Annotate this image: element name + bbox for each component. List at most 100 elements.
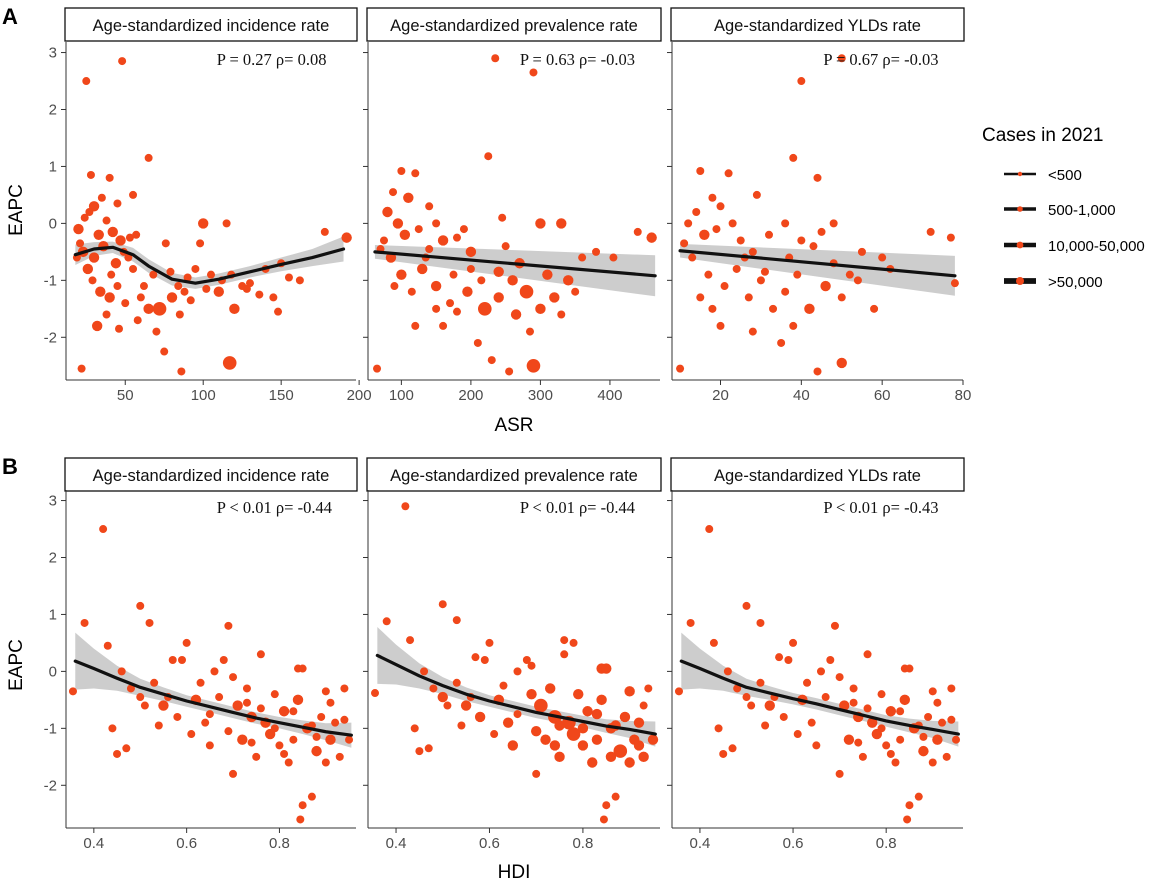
data-point [809, 242, 818, 251]
data-point [769, 304, 778, 313]
data-point [168, 656, 177, 664]
data-point [202, 284, 211, 293]
data-point [724, 169, 733, 178]
data-point [113, 282, 122, 291]
data-point [186, 296, 195, 305]
data-point [292, 694, 304, 706]
data-point [117, 667, 126, 676]
data-point [242, 684, 251, 693]
data-point [535, 218, 546, 229]
y-tick-label: 2 [49, 549, 57, 566]
data-point [82, 77, 91, 86]
data-point [914, 792, 923, 801]
data-point [720, 282, 729, 291]
data-point [93, 229, 104, 240]
data-point [126, 684, 135, 693]
data-point [102, 216, 111, 225]
data-point [764, 700, 775, 711]
data-point [411, 169, 420, 178]
data-point [392, 218, 404, 229]
data-point [95, 286, 106, 297]
facet-a-incidence: Age-standardized incidence rate 50 100 150 2… [44, 7, 372, 404]
data-point [182, 638, 191, 647]
data-point [532, 769, 541, 778]
data-point [942, 752, 951, 761]
data-point [633, 717, 645, 728]
data-point [180, 287, 189, 296]
data-point [557, 310, 566, 319]
data-point [566, 727, 581, 741]
data-point [178, 656, 186, 664]
legend-item: 10,000-50,000 [1004, 238, 1145, 255]
data-point [886, 749, 895, 758]
data-point [121, 299, 130, 308]
data-point [403, 192, 414, 203]
data-point [928, 687, 937, 696]
data-point [439, 321, 448, 330]
data-point [183, 273, 192, 282]
data-point [705, 525, 714, 534]
data-point [150, 678, 159, 687]
data-point [478, 302, 492, 316]
data-point [373, 364, 382, 373]
data-point [507, 275, 518, 286]
legend-key-point [1016, 241, 1024, 249]
data-point [716, 321, 725, 330]
facet-strip [64, 457, 358, 492]
legend-label: >50,000 [1048, 274, 1103, 291]
data-point [113, 199, 122, 208]
legend-label: 10,000-50,000 [1048, 238, 1145, 255]
data-point [817, 227, 826, 236]
panel-b: B EAPC HDI Age-standardized incidence ra… [2, 454, 965, 883]
data-point [401, 502, 410, 511]
data-point [382, 617, 391, 626]
data-point [136, 293, 145, 302]
data-point [756, 618, 765, 627]
data-point [278, 706, 290, 717]
data-point [723, 667, 732, 676]
data-point [596, 694, 607, 706]
data-point [298, 664, 307, 673]
data-point [438, 600, 447, 609]
data-point [471, 653, 480, 662]
data-point [152, 327, 161, 336]
facet-title: Age-standardized prevalence rate [390, 17, 638, 35]
legend-label: 500-1,000 [1048, 202, 1116, 219]
data-point [527, 661, 536, 670]
facet-b-ylds: Age-standardized YLDs rate 0.4 0.6 0.8 P < 0… [667, 457, 965, 852]
data-point [742, 601, 751, 610]
data-point [420, 667, 429, 676]
data-point [247, 738, 256, 747]
y-tick-label: 0 [49, 215, 57, 232]
data-point [198, 218, 209, 229]
data-point [289, 735, 298, 744]
data-point [946, 233, 955, 242]
data-point [191, 264, 200, 273]
data-point [765, 230, 773, 239]
legend-item: <500 [1004, 167, 1082, 184]
legend-item: >50,000 [1004, 274, 1103, 291]
data-point [525, 327, 534, 336]
data-point [545, 683, 556, 694]
data-point [105, 173, 114, 182]
data-point [919, 732, 928, 741]
fit-line [375, 653, 657, 736]
data-point [410, 724, 419, 733]
data-point [728, 744, 737, 753]
x-tick-label: 80 [955, 387, 972, 404]
data-point [599, 815, 608, 824]
data-point [487, 356, 496, 365]
legend-title: Cases in 2021 [982, 125, 1103, 146]
facet-strip [366, 457, 662, 492]
facet-a-ylds: Age-standardized YLDs rate 20 40 60 80 P = 0.… [667, 7, 972, 404]
data-point [417, 263, 428, 275]
data-point [104, 292, 115, 303]
data-point [613, 744, 628, 758]
y-tick-label: 3 [49, 493, 57, 510]
x-tick-label: 300 [528, 387, 553, 404]
facet-title: Age-standardized incidence rate [93, 467, 330, 485]
data-point [491, 54, 500, 63]
data-point [430, 280, 442, 292]
data-point [760, 267, 769, 276]
